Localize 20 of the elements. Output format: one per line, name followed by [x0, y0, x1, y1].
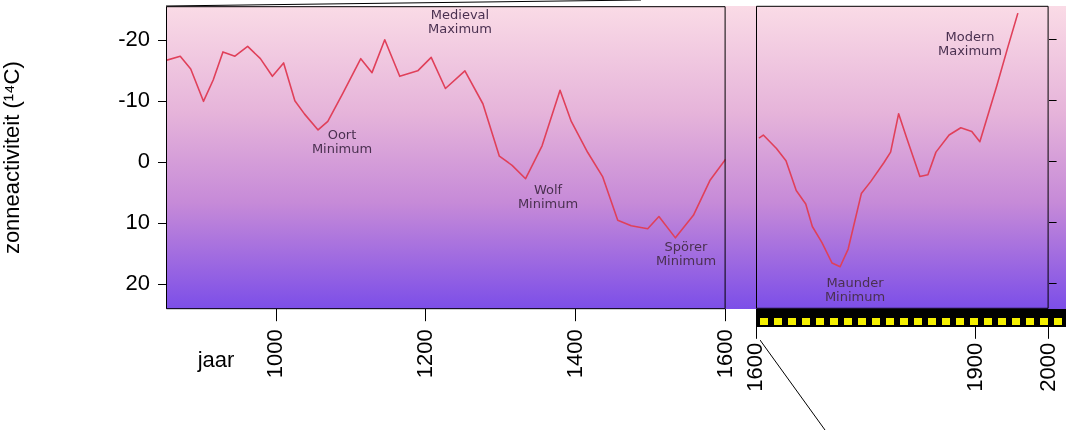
annotation: Maunder Minimum	[824, 275, 886, 305]
annotation: Wolf Minimum	[517, 182, 579, 212]
x-tick-label: 1400	[561, 329, 587, 378]
x-tick-label: 1200	[412, 329, 438, 378]
x-tick-label: 1000	[262, 329, 288, 378]
x-tick-label: 1600	[711, 329, 737, 378]
y-tick-label: -20	[118, 26, 150, 52]
annotation: Spörer Minimum	[655, 239, 717, 269]
y-tick-label: -10	[118, 87, 150, 113]
x-axis-title: jaar	[196, 347, 235, 373]
annotation: Modern Maximum	[937, 29, 1003, 59]
y-tick-label: 0	[137, 148, 150, 174]
x-tick-label: 1900	[961, 342, 987, 392]
y-tick-label: 20	[125, 270, 150, 296]
x-tick-label: 2000	[1034, 342, 1060, 392]
annotation: Oort Minimum	[311, 127, 373, 157]
x-tick-label: 1600	[742, 342, 768, 392]
y-axis-title: zonneactiviteit (¹⁴C)	[0, 61, 25, 254]
annotation: Medieval Maximum	[427, 7, 493, 37]
y-tick-label: 10	[125, 209, 150, 235]
